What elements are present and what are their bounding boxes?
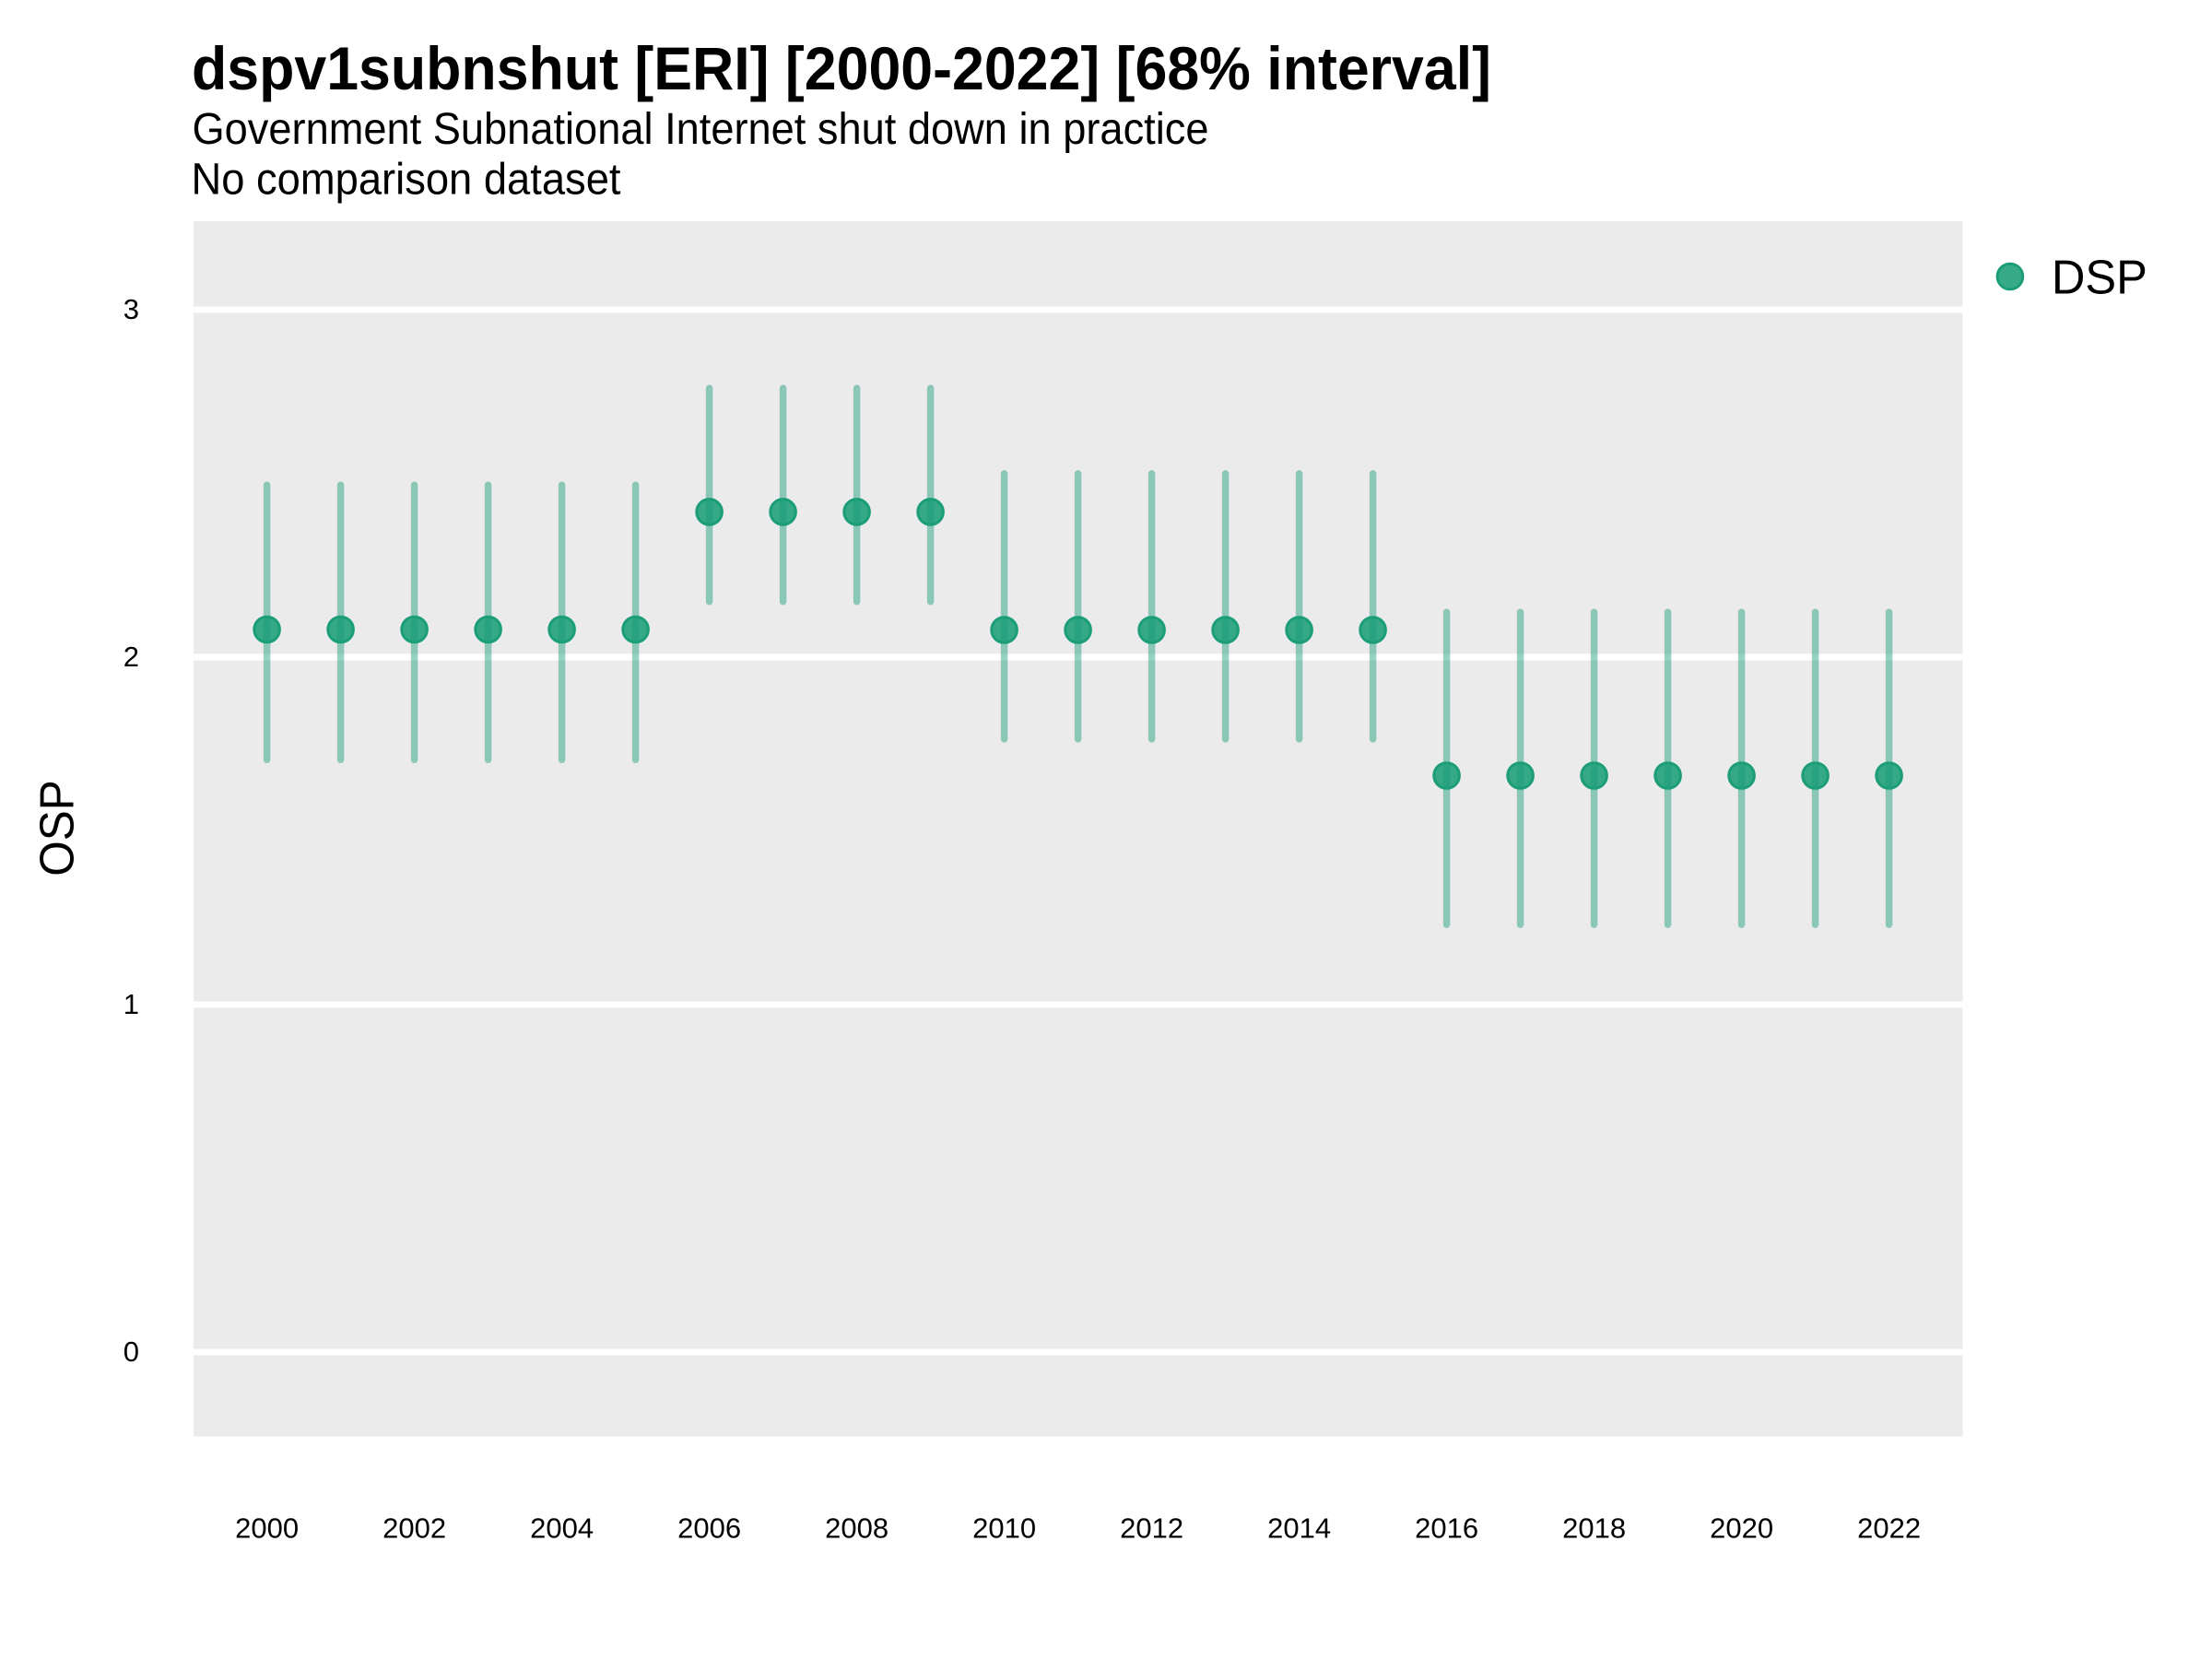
svg-text:1: 1 [124,988,139,1020]
svg-text:2022: 2022 [1857,1512,1921,1545]
svg-text:2000: 2000 [235,1512,299,1545]
svg-text:2004: 2004 [530,1512,594,1545]
svg-text:3: 3 [124,293,139,325]
svg-text:Government Subnational Interne: Government Subnational Internet shut dow… [193,105,1209,154]
svg-text:No comparison dataset: No comparison dataset [192,156,621,205]
svg-text:2008: 2008 [825,1512,888,1545]
svg-text:2010: 2010 [972,1512,1036,1545]
svg-text:2018: 2018 [1562,1512,1626,1545]
svg-text:2006: 2006 [677,1512,741,1545]
svg-text:DSP: DSP [2052,252,2147,305]
svg-text:0: 0 [124,1335,139,1368]
svg-text:OSP: OSP [30,780,84,877]
svg-text:2012: 2012 [1120,1512,1183,1545]
svg-text:2: 2 [124,641,139,673]
svg-text:2016: 2016 [1415,1512,1478,1545]
svg-text:2020: 2020 [1710,1512,1773,1545]
svg-text:dspv1subnshut [ERI] [2000-2022: dspv1subnshut [ERI] [2000-2022] [68% int… [192,34,1491,102]
svg-text:2002: 2002 [382,1512,446,1545]
svg-text:2014: 2014 [1267,1512,1331,1545]
